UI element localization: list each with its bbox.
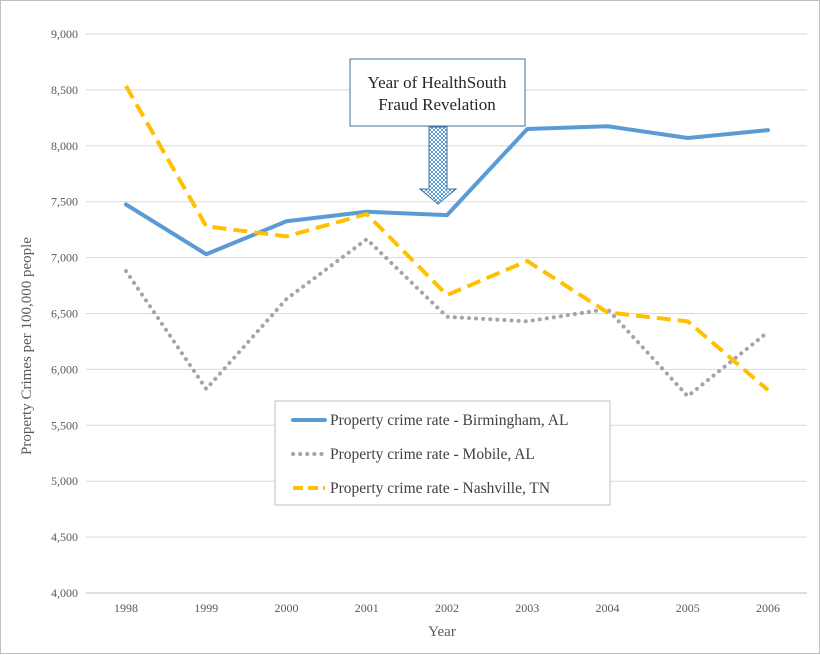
series-line-1 (126, 239, 768, 396)
annotation-box (350, 59, 525, 126)
y-tick-label: 6,000 (51, 362, 78, 376)
legend: Property crime rate - Birmingham, AL Prop… (275, 401, 610, 505)
x-tick-label: 2005 (676, 601, 700, 615)
y-tick-label: 4,000 (51, 586, 78, 600)
legend-label: Property crime rate - Birmingham, AL (330, 412, 568, 429)
legend-label: Property crime rate - Nashville, TN (330, 480, 550, 497)
y-tick-label: 6,500 (51, 307, 78, 321)
x-tick-label: 1999 (194, 601, 218, 615)
x-tick-label: 1998 (114, 601, 138, 615)
x-tick-label: 2001 (355, 601, 379, 615)
x-axis-label: Year (428, 624, 456, 640)
x-tick-label: 2004 (596, 601, 620, 615)
y-tick-label: 9,000 (51, 27, 78, 41)
y-tick-label: 5,000 (51, 474, 78, 488)
legend-label: Property crime rate - Mobile, AL (330, 446, 535, 463)
y-axis-label: Property Crimes per 100,000 people (19, 237, 35, 455)
y-tick-label: 8,000 (51, 139, 78, 153)
annotation-line2: Fraud Revelation (378, 95, 496, 114)
x-axis-ticks: 1998 1999 2000 2001 2002 2003 2004 2005 2006 (114, 601, 780, 615)
y-tick-label: 4,500 (51, 530, 78, 544)
annotation-line1: Year of HealthSouth (368, 73, 507, 92)
y-tick-label: 7,500 (51, 195, 78, 209)
x-tick-label: 2003 (515, 601, 539, 615)
y-axis-ticks: 4,000 4,500 5,000 5,500 6,000 6,500 7,000 7,500… (51, 27, 78, 600)
annotation-callout: Year of HealthSouth Fraud Revelation (350, 59, 525, 204)
y-tick-label: 7,000 (51, 251, 78, 265)
down-arrow-icon (420, 127, 456, 204)
y-tick-label: 5,500 (51, 418, 78, 432)
y-tick-label: 8,500 (51, 83, 78, 97)
x-tick-label: 2002 (435, 601, 459, 615)
x-tick-label: 2000 (275, 601, 299, 615)
x-tick-label: 2006 (756, 601, 780, 615)
